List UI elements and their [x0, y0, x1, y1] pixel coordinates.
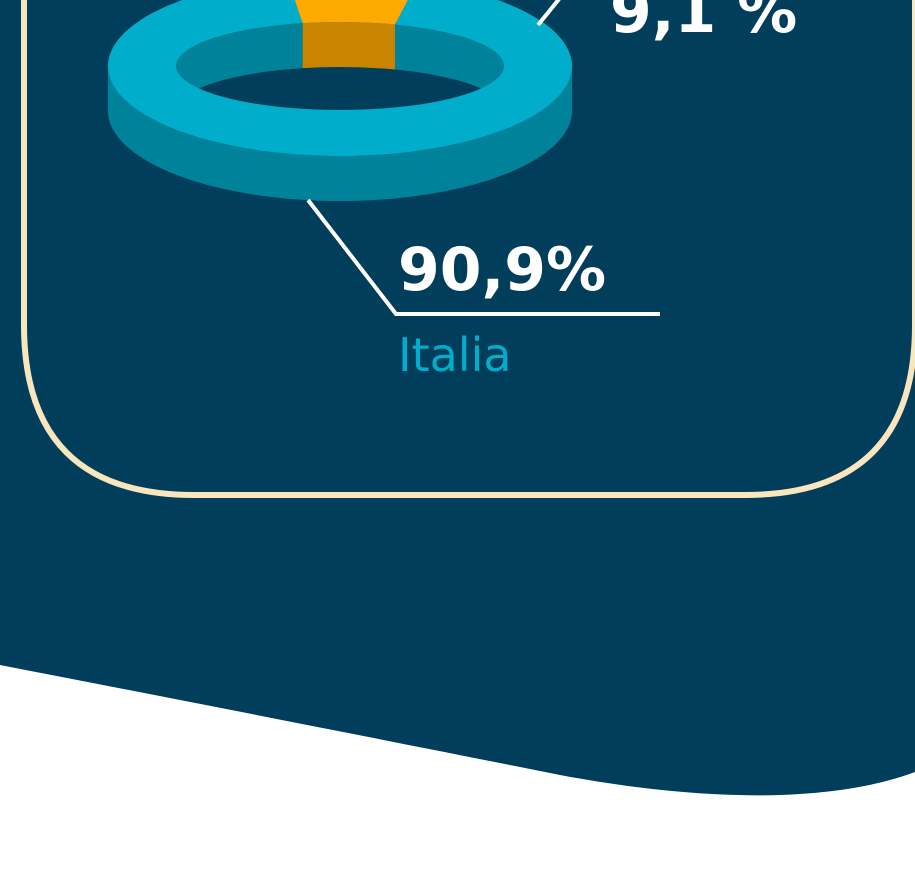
category-label-italia: Italia — [398, 328, 512, 382]
rounded-frame — [21, 0, 915, 498]
leader-line-italia — [306, 198, 660, 316]
donut-inner-wall-italia — [395, 24, 504, 111]
slice-label-italia: 90,9% — [398, 235, 607, 305]
donut-inner-wall-italia — [176, 23, 303, 111]
donut-slice-other — [294, 0, 408, 25]
donut-chart — [108, 0, 572, 201]
dark-background — [0, 0, 915, 796]
donut-slice-italia — [108, 0, 572, 156]
donut-outer-wall-italia — [108, 66, 572, 201]
slice-label-other: 9,1 % — [610, 0, 798, 47]
donut-inner-wall-other — [302, 22, 396, 70]
leader-line-other — [536, 0, 561, 27]
